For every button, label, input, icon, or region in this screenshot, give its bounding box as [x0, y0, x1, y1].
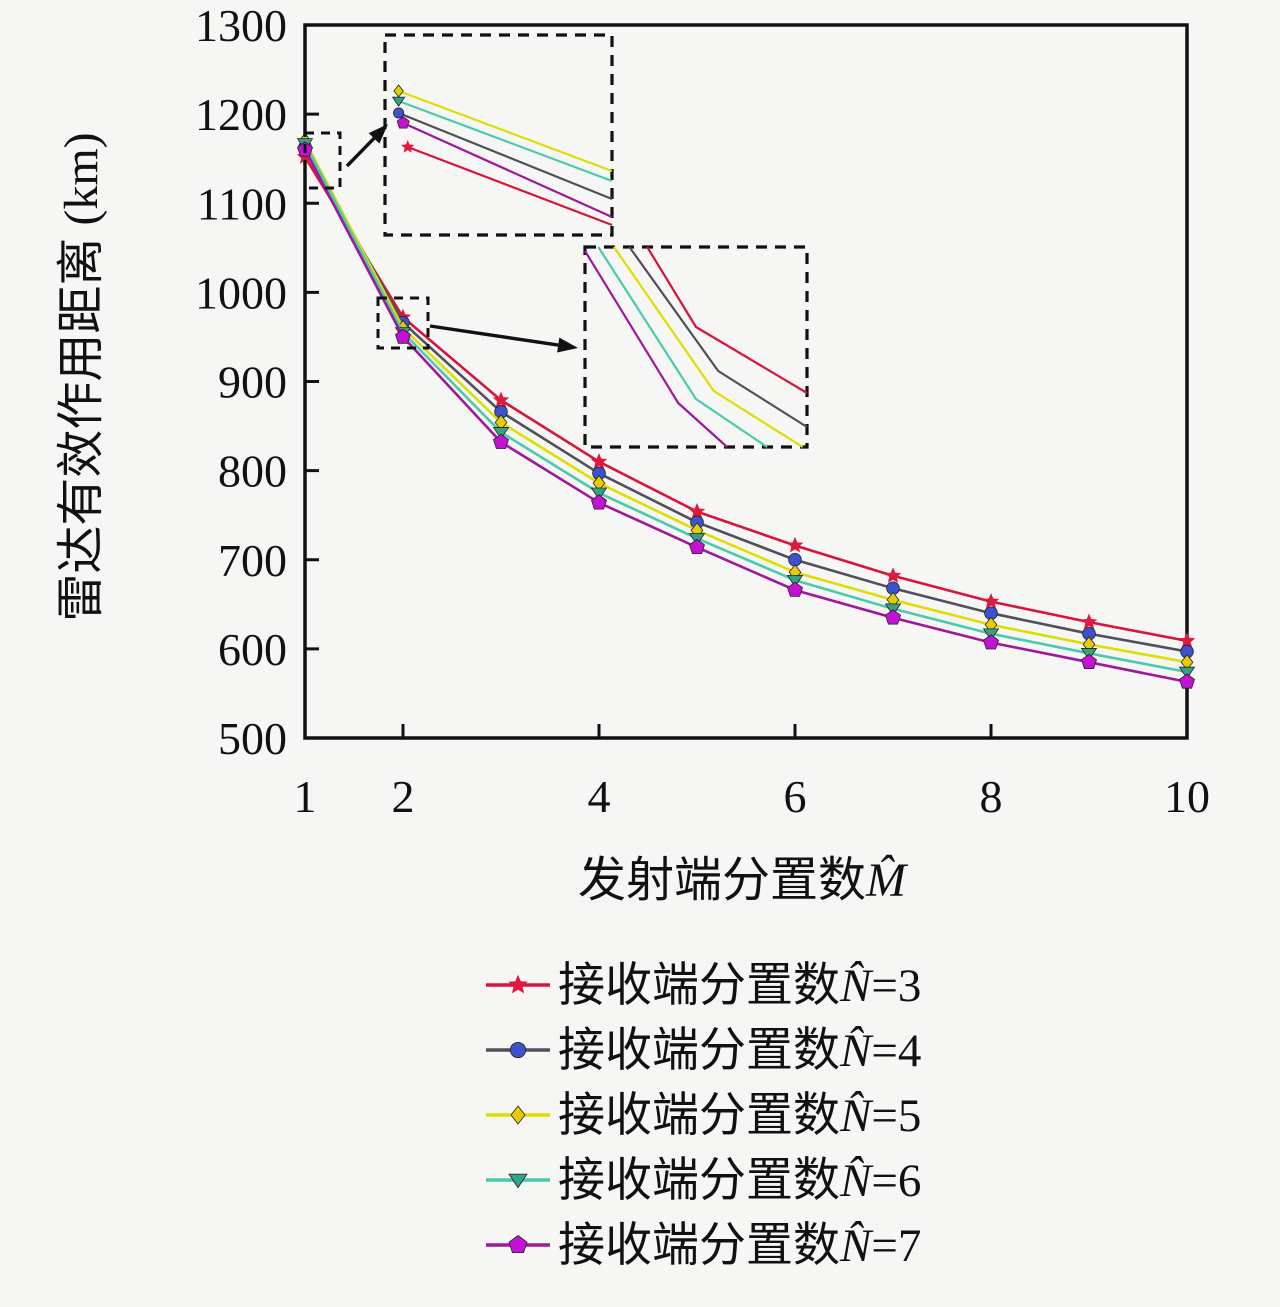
y-tick-label: 1000: [195, 267, 287, 318]
zoom-source-rect: [303, 131, 342, 190]
pentagon-marker: [689, 538, 705, 554]
annotation-arrow: [345, 124, 388, 168]
y-tick-label: 1100: [197, 178, 287, 229]
series-line-6: [303, 142, 1188, 674]
inset-upper-line: [402, 121, 613, 219]
series-line-3: [303, 156, 1188, 643]
x-axis-label: 发射端分置数M̂: [578, 853, 909, 907]
star-marker: [590, 453, 608, 469]
x-tick-label: 8: [980, 771, 1003, 822]
zoom-source-rect: [376, 296, 430, 350]
legend-label: 接收端分置数N̂=7: [558, 1220, 921, 1272]
inset-lower-line: [597, 246, 768, 448]
arrow-shaft: [429, 324, 559, 347]
star-marker: [401, 140, 415, 153]
triangle-down-marker: [1178, 666, 1196, 680]
y-tick-label: 900: [218, 357, 287, 408]
legend-label: 接收端分置数N̂=5: [558, 1090, 921, 1142]
inset-lower-line: [628, 246, 808, 428]
pentagon-marker: [396, 116, 410, 129]
series-line-4: [303, 146, 1188, 653]
y-tick-label: 600: [218, 624, 287, 675]
triangle-down-marker: [786, 574, 804, 588]
y-tick-label: 500: [218, 713, 287, 764]
legend-item: 接收端分置数N̂=3: [486, 960, 921, 1012]
star-marker: [1080, 613, 1098, 630]
pentagon-marker: [493, 433, 509, 449]
arrow-head: [557, 337, 578, 353]
pentagon-marker: [787, 581, 803, 597]
inset-upper-line: [398, 111, 613, 201]
legend-item: 接收端分置数N̂=4: [486, 1025, 921, 1077]
pentagon-marker: [1081, 653, 1097, 669]
series-line-5: [303, 140, 1188, 664]
star-marker: [982, 593, 1000, 609]
y-tick-label: 800: [218, 446, 287, 497]
legend-item: 接收端分置数N̂=7: [486, 1220, 921, 1272]
inset-lower-line: [612, 246, 804, 448]
series-markers-5: [298, 132, 1194, 671]
legend-item: 接收端分置数N̂=5: [486, 1090, 921, 1142]
legend-label: 接收端分置数N̂=3: [558, 960, 921, 1012]
diamond-marker: [510, 1105, 526, 1125]
x-tick-label: 6: [784, 771, 807, 822]
inset-lower-box: [583, 245, 809, 449]
inset-lower-line: [646, 246, 808, 394]
pentagon-marker: [395, 328, 411, 344]
star-marker: [492, 391, 510, 408]
legend-item: 接收端分置数N̂=6: [486, 1155, 921, 1207]
star-marker: [688, 503, 706, 519]
annotation-arrow: [429, 324, 578, 353]
inset-lower-line: [584, 250, 728, 448]
y-tick-label: 1200: [195, 89, 287, 140]
legend-label: 接收端分置数N̂=6: [558, 1155, 921, 1207]
pentagon-marker: [1179, 673, 1195, 689]
inset-upper-line: [407, 145, 613, 227]
inset-upper-line: [398, 89, 613, 173]
y-tick-label: 700: [218, 535, 287, 586]
arrow-head: [368, 124, 388, 144]
triangle-down-marker: [508, 1173, 528, 1189]
x-tick-label: 4: [588, 771, 611, 822]
inset-upper-line: [398, 99, 613, 183]
triangle-down-marker: [391, 96, 406, 107]
y-axis-label: 雷达有效作用距离 (km): [55, 132, 108, 621]
x-tick-label: 10: [1164, 771, 1210, 822]
circle-marker: [509, 1041, 527, 1059]
triangle-down-marker: [492, 427, 510, 440]
y-tick-label: 1300: [195, 0, 287, 51]
x-tick-label: 2: [392, 771, 415, 822]
x-tick-label: 1: [294, 771, 317, 822]
star-marker: [884, 567, 902, 583]
inset-upper-box: [383, 33, 614, 237]
pentagon-marker: [983, 634, 999, 650]
inset-upper: [383, 33, 614, 237]
arrow-shaft: [345, 137, 376, 168]
pentagon-marker: [885, 609, 901, 625]
star-marker: [1178, 632, 1196, 648]
pentagon-marker: [591, 494, 607, 510]
triangle-down-marker: [590, 487, 608, 501]
star-marker: [786, 536, 804, 553]
circle-marker: [393, 107, 405, 119]
star-marker: [508, 974, 528, 994]
legend-label: 接收端分置数N̂=4: [558, 1025, 921, 1077]
series-line-7: [303, 149, 1188, 684]
pentagon-marker: [508, 1235, 528, 1253]
inset-lower: [583, 245, 809, 449]
